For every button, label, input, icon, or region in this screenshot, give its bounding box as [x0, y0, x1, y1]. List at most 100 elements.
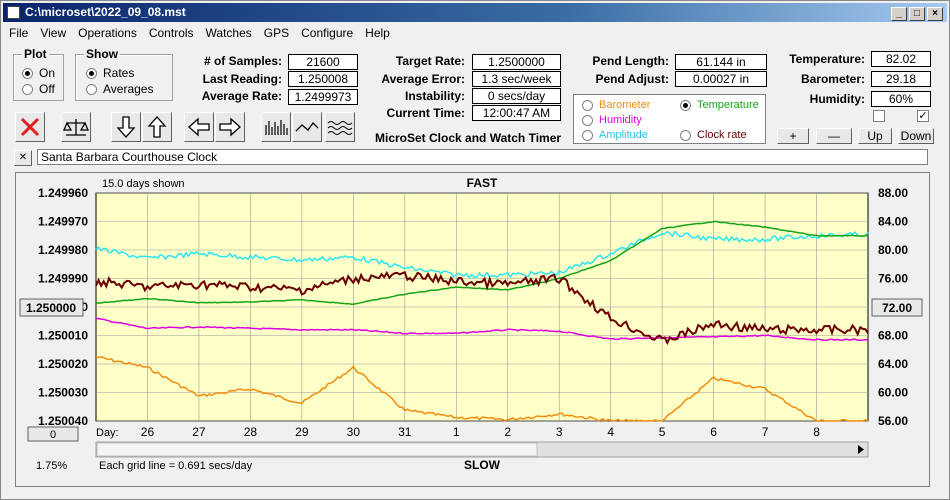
right-center-value: 72.00	[882, 301, 912, 315]
radio-icon	[22, 83, 33, 95]
radio-icon	[582, 99, 593, 111]
plus-button[interactable]: +	[777, 128, 809, 144]
plot-on-radio[interactable]: On	[22, 65, 55, 81]
series-line-amplitude	[95, 230, 869, 279]
current-time-label: Current Time:	[386, 106, 465, 120]
right-tick-label: 56.00	[878, 414, 908, 428]
day-tick-label: 26	[141, 425, 155, 439]
minimize-button[interactable]: _	[891, 7, 907, 21]
arrow-down-icon	[116, 116, 136, 138]
last-reading-label: Last Reading:	[202, 72, 282, 86]
pend-length-field: 61.144 in	[675, 54, 767, 70]
show-group: Show Rates Averages	[75, 47, 173, 101]
line-graph-icon	[295, 121, 319, 132]
right-tick-label: 76.00	[878, 272, 908, 286]
right-tick-label: 60.00	[878, 386, 908, 400]
target-rate-label: Target Rate:	[395, 54, 465, 68]
menu-file[interactable]: File	[9, 26, 29, 40]
bar-graph-icon	[265, 120, 288, 135]
menu-help[interactable]: Help	[365, 26, 390, 40]
series-line-clock-rate	[95, 270, 869, 346]
down-button[interactable]: Down	[898, 128, 934, 144]
smooth-graph-button[interactable]	[325, 112, 355, 142]
title-bar: C:\microset\2022_09_08.mst _ □ ×	[3, 3, 947, 22]
fast-label: FAST	[467, 176, 498, 190]
checkbox-2[interactable]: ✓	[917, 110, 929, 122]
radio-icon	[582, 114, 593, 126]
chart-panel: 1.249960 88.00 1.249970 84.00 1.249980 80.00 1…	[15, 172, 930, 487]
current-time-field: 12:00:47 AM	[472, 105, 561, 121]
radio-icon	[86, 83, 97, 95]
left-tick-label: 1.250020	[38, 357, 88, 371]
menu-operations[interactable]: Operations	[78, 26, 137, 40]
instability-field: 0 secs/day	[472, 88, 561, 104]
right-tick-label: 80.00	[878, 243, 908, 257]
legend-temperature-radio[interactable]: Temperature	[680, 97, 759, 113]
left-tick-label: 1.249990	[38, 272, 88, 286]
plot-group: Plot On Off	[13, 47, 64, 101]
pend-adjust-field: 0.00027 in	[675, 71, 767, 87]
right-tick-label: 64.00	[878, 357, 908, 371]
minus-button[interactable]: —	[816, 128, 852, 144]
legend-humidity-label: Humidity	[599, 114, 642, 126]
target-rate-field: 1.2500000	[472, 54, 561, 70]
right-tick-label: 68.00	[878, 329, 908, 343]
bar-graph-button[interactable]	[261, 112, 291, 142]
day-tick-label: 5	[659, 425, 666, 439]
day-tick-label: 4	[607, 425, 614, 439]
radio-selected-icon	[22, 67, 33, 79]
barometer-field: 29.18	[871, 71, 931, 87]
scroll-left-button[interactable]	[184, 112, 214, 142]
menu-watches[interactable]: Watches	[205, 26, 252, 40]
app-label: MicroSet Clock and Watch Timer	[375, 131, 562, 145]
show-rates-radio[interactable]: Rates	[86, 65, 134, 81]
day-tick-label: 1	[453, 425, 460, 439]
series-line-temperature	[95, 220, 869, 305]
line-graph-button[interactable]	[292, 112, 322, 142]
day-tick-label: 2	[504, 425, 511, 439]
humidity-field: 60%	[871, 91, 931, 107]
move-up-button[interactable]	[142, 112, 172, 142]
left-tick-label: 1.249970	[38, 215, 88, 229]
up-button[interactable]: Up	[858, 128, 892, 144]
clear-description-button[interactable]: ✕	[14, 150, 32, 166]
left-center-value: 1.250000	[26, 301, 76, 315]
menu-gps[interactable]: GPS	[263, 26, 290, 40]
stop-button[interactable]	[15, 112, 45, 142]
last-reading-field: 1.250008	[288, 71, 358, 87]
temperature-field: 82.02	[871, 51, 931, 67]
left-tick-label: 1.250030	[38, 386, 88, 400]
menu-controls[interactable]: Controls	[148, 26, 194, 40]
rate-chart: 1.249960 88.00 1.249970 84.00 1.249980 80.00 1…	[19, 176, 923, 472]
days-shown-label: 15.0 days shown	[102, 178, 185, 190]
maximize-button[interactable]: □	[909, 7, 925, 21]
move-down-button[interactable]	[111, 112, 141, 142]
menu-view[interactable]: View	[40, 26, 67, 40]
plot-off-radio[interactable]: Off	[22, 81, 55, 97]
scroll-right-arrow-icon	[858, 445, 864, 454]
legend-humidity-radio[interactable]: Humidity	[582, 112, 642, 128]
right-tick-label: 88.00	[878, 186, 908, 200]
red-x-icon	[20, 117, 40, 137]
menu-bar: File View Operations Controls Watches GP…	[3, 23, 947, 43]
series-line-barometer	[95, 356, 869, 422]
balance-button[interactable]	[61, 112, 91, 142]
plot-off-label: Off	[39, 82, 55, 96]
pend-length-label: Pend Length:	[592, 54, 669, 68]
legend-barometer-radio[interactable]: Barometer	[582, 97, 650, 113]
scroll-right-button[interactable]	[215, 112, 245, 142]
menu-configure[interactable]: Configure	[301, 26, 354, 40]
clock-description-field[interactable]: Santa Barbara Courthouse Clock	[37, 149, 928, 165]
app-icon	[7, 6, 20, 19]
legend-clock-rate-radio[interactable]: Clock rate	[680, 127, 747, 143]
close-window-button[interactable]: ×	[927, 7, 943, 21]
day-tick-label: 6	[710, 425, 717, 439]
checkbox-1[interactable]	[873, 110, 885, 122]
show-averages-radio[interactable]: Averages	[86, 81, 153, 97]
grid-note: Each grid line = 0.691 secs/day	[99, 460, 253, 472]
zero-button	[27, 426, 79, 442]
left-tick-label: 1.250010	[38, 329, 88, 343]
average-rate-field: 1.2499973	[288, 89, 358, 105]
legend-amplitude-radio[interactable]: Amplitude	[582, 127, 648, 143]
barometer-label: Barometer:	[800, 72, 865, 86]
